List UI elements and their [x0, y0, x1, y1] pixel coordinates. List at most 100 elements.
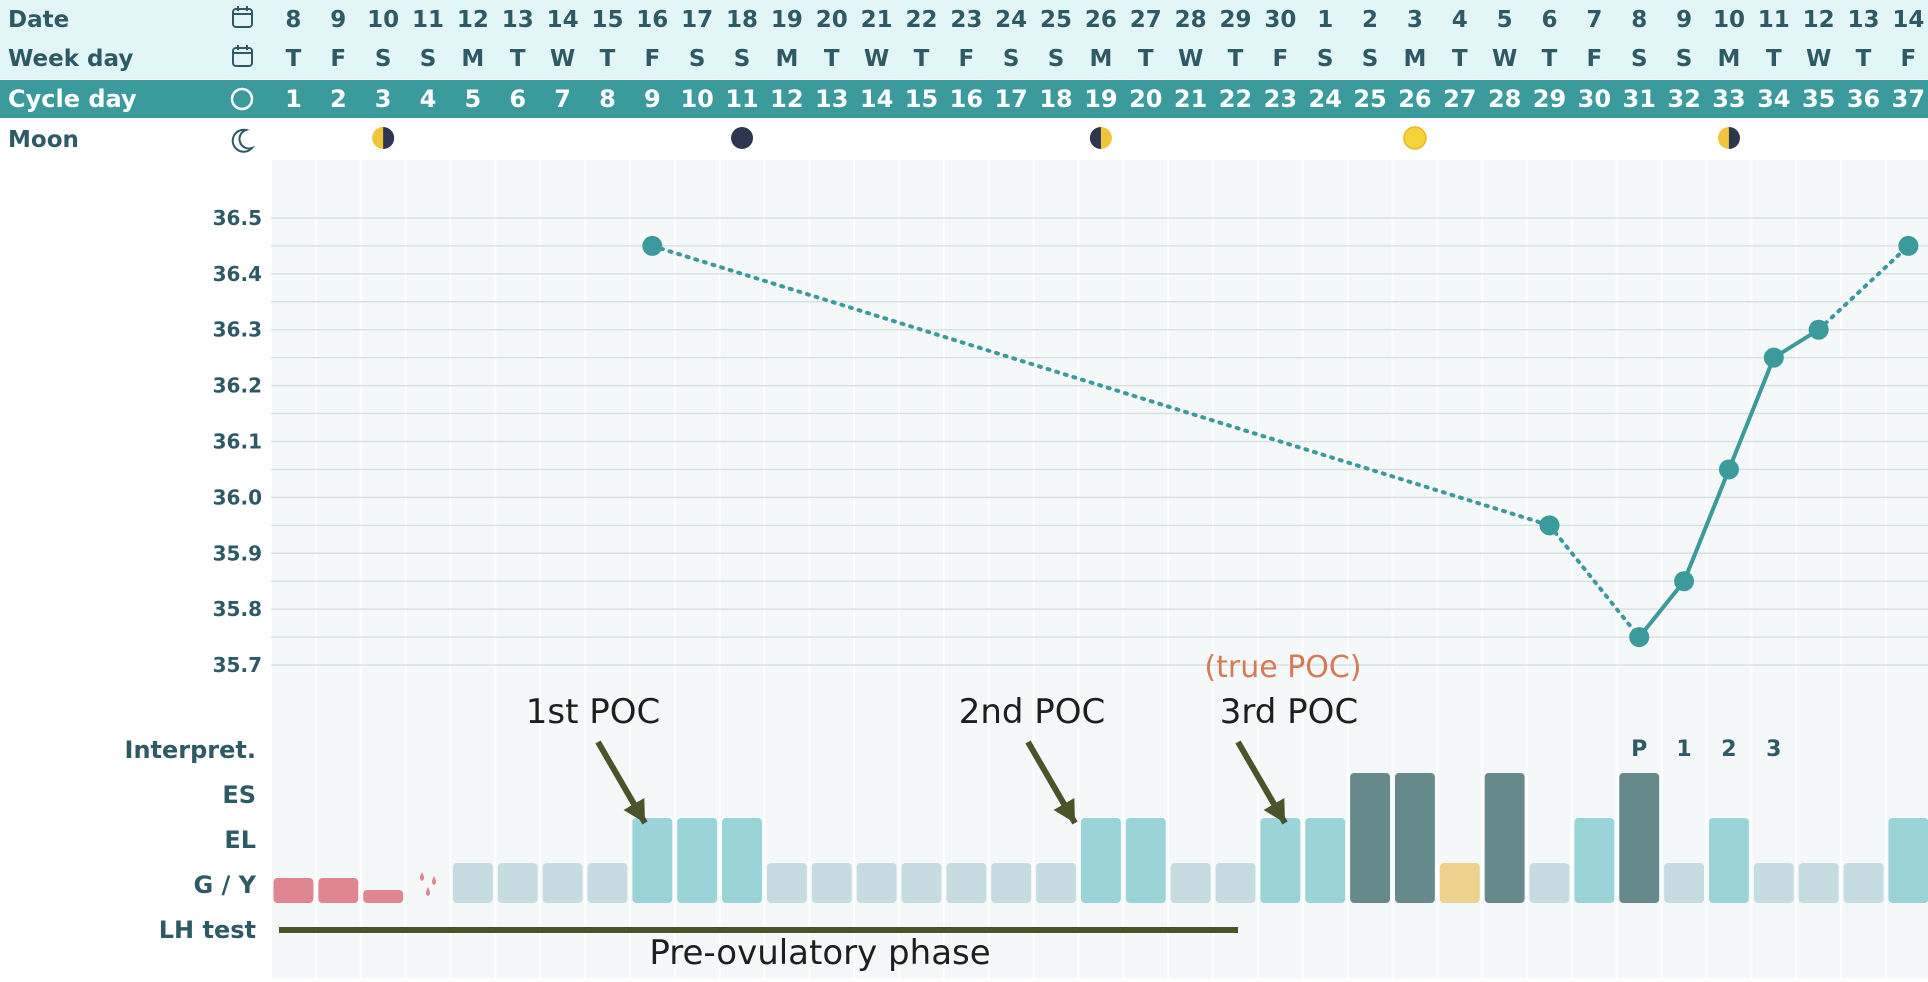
temperature-segment [1726, 355, 1776, 472]
grid-column [944, 160, 988, 978]
weekday-cell: M [1718, 46, 1741, 72]
y-tick-label: 36.5 [213, 206, 262, 230]
spotting-drop-icon [426, 887, 431, 896]
weekday-cell: F [1901, 46, 1917, 72]
mucus-g-bar [766, 863, 807, 903]
mucus-g-bar [1529, 863, 1570, 903]
cycle-day-cell: 36 [1847, 85, 1880, 113]
weekday-cell: T [1542, 46, 1558, 72]
lh-row-label: LH test [159, 916, 256, 944]
poc-annotation-2: 2nd POC [959, 692, 1106, 732]
moon-row-label: Moon [8, 127, 79, 153]
grid-column [541, 160, 585, 978]
weekday-cell: M [1089, 46, 1112, 72]
grid-column [586, 160, 629, 978]
date-cell: 13 [502, 7, 534, 33]
y-tick-label: 35.7 [213, 653, 262, 677]
calendar-icon [232, 8, 253, 28]
mucus-el-bar [1260, 818, 1301, 903]
grid-column [406, 160, 450, 978]
weekday-cell: S [1317, 46, 1334, 72]
moon-quarter-shadow [1089, 127, 1101, 149]
weekday-cell: T [824, 46, 840, 72]
date-cell: 17 [681, 7, 713, 33]
mucus-g-bar [1753, 863, 1794, 903]
weekday-cell: F [330, 46, 346, 72]
date-cell: 26 [1085, 7, 1117, 33]
bleeding-light-bar [363, 890, 404, 903]
mucus-el-bar [677, 818, 718, 903]
cycle-day-cell: 29 [1533, 85, 1566, 113]
cycle-day-cell: 31 [1623, 85, 1656, 113]
mucus-el-bar [632, 818, 673, 903]
date-cell: 10 [1713, 7, 1745, 33]
interpretation-mark: 2 [1721, 737, 1736, 762]
cycle-day-cell: 12 [770, 85, 803, 113]
weekday-cell: F [958, 46, 974, 72]
mucus-es-bar [1484, 773, 1525, 903]
poc-arrow-2-head [1053, 797, 1075, 823]
weekday-cell: S [1631, 46, 1648, 72]
weekday-cell: T [1856, 46, 1872, 72]
cycle-day-cell: 13 [815, 85, 848, 113]
grid-column [1169, 160, 1213, 978]
date-cell: 4 [1452, 7, 1468, 33]
cycle-day-cell: 19 [1084, 85, 1117, 113]
true-poc-annotation: (true POC) [1204, 650, 1361, 685]
moon-quarter-shadow [1728, 127, 1740, 149]
date-cell: 11 [412, 7, 444, 33]
weekday-cell: S [734, 46, 751, 72]
temperature-point [1763, 347, 1784, 368]
moon-full-icon [1403, 126, 1427, 150]
mucus-g-bar [1798, 863, 1839, 903]
moon-new-icon [731, 127, 754, 149]
grid-column [765, 160, 809, 978]
grid-column [810, 160, 854, 978]
weekday-cell: T [600, 46, 616, 72]
cycle-day-cell: 33 [1712, 85, 1745, 113]
calendar-weekday-icon [232, 47, 253, 67]
temperature-point [1539, 515, 1560, 536]
cycle-day-header-bg [0, 80, 1928, 118]
gy-row-label: G / Y [193, 871, 256, 899]
date-cell: 2 [1362, 7, 1378, 33]
date-cell: 13 [1848, 7, 1880, 33]
grid-column [989, 160, 1033, 978]
weekday-cell: W [1492, 46, 1517, 72]
grid-column [1034, 160, 1078, 978]
bleeding-bar [318, 878, 359, 903]
interpretation-mark: 3 [1766, 737, 1781, 762]
moon-quarter-shadow [383, 127, 395, 149]
weekday-cell: T [1766, 46, 1782, 72]
y-tick-label: 36.0 [213, 485, 262, 509]
date-cell: 22 [905, 7, 937, 33]
weekday-cell: T [510, 46, 526, 72]
temperature-point [1674, 571, 1695, 592]
pre-ovulatory-phase-label: Pre-ovulatory phase [649, 933, 990, 973]
cycle-day-cell: 14 [860, 85, 893, 113]
interpretation-mark: 1 [1676, 737, 1691, 762]
cycle-day-cell: 24 [1309, 85, 1342, 113]
grid-column [1438, 160, 1482, 978]
date-cell: 9 [330, 7, 346, 33]
date-cell: 15 [591, 7, 623, 33]
weekday-cell: S [1048, 46, 1065, 72]
cycle-day-cell: 32 [1667, 85, 1700, 113]
weekday-cell: W [864, 46, 889, 72]
grid-column [361, 160, 405, 978]
temperature-segment [1682, 467, 1731, 584]
cycle-day-cell: 17 [994, 85, 1027, 113]
date-cell: 14 [1892, 7, 1924, 33]
mucus-el-bar [1709, 818, 1749, 903]
grid-column [1752, 160, 1796, 978]
cycle-day-cell: 28 [1488, 85, 1521, 113]
cycle-day-cell: 9 [644, 85, 661, 113]
mucus-el-bar [1888, 818, 1928, 903]
mucus-g-bar [452, 863, 493, 903]
cycle-day-cell: 25 [1353, 85, 1386, 113]
cycle-day-cell: 23 [1264, 85, 1297, 113]
mucus-g-bar [811, 863, 852, 903]
cycle-day-cell: 30 [1578, 85, 1611, 113]
mucus-g-bar [497, 863, 538, 903]
es-row-label: ES [222, 781, 256, 809]
